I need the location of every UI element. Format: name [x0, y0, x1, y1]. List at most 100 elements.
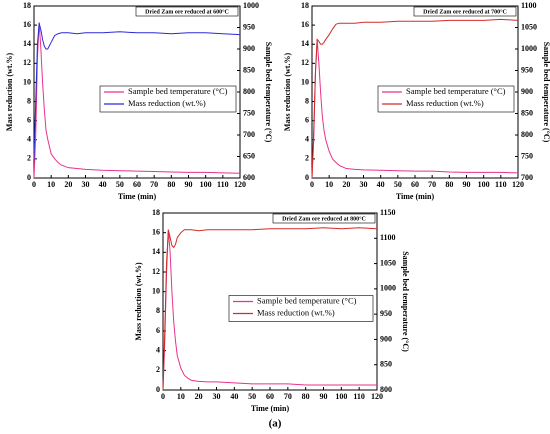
- annotation: Dried Zam ore reduced at 600°C: [145, 8, 229, 15]
- x-tick-label: 50: [116, 180, 124, 189]
- y-tick-label: 4: [156, 345, 160, 354]
- y2-tick-label: 950: [380, 309, 392, 318]
- x-tick-label: 80: [302, 392, 310, 401]
- y-tick-label: 16: [23, 20, 31, 29]
- x-tick-label: 50: [394, 180, 402, 189]
- y2-axis-label: Sample bed temperature (°C): [401, 251, 410, 352]
- y2-tick-label: 1000: [521, 44, 537, 53]
- y2-tick-label: 800: [521, 130, 533, 139]
- legend-box: [99, 85, 237, 113]
- y-tick-label: 8: [27, 96, 31, 105]
- y-tick-label: 2: [27, 154, 31, 163]
- y2-tick-label: 850: [380, 360, 392, 369]
- y-tick-label: 6: [27, 115, 31, 124]
- x-tick-label: 110: [353, 392, 365, 401]
- x-tick-label: 0: [161, 392, 165, 401]
- y2-tick-label: 1100: [521, 1, 537, 10]
- x-tick-label: 60: [411, 180, 419, 189]
- legend-label: Sample bed temperature (°C): [406, 86, 506, 96]
- y-tick-label: 14: [23, 39, 31, 48]
- annotation-box: [135, 6, 239, 17]
- x-tick-label: 80: [445, 180, 453, 189]
- y-axis-label: Mass reduction (wt.%): [283, 53, 292, 132]
- x-tick-label: 10: [325, 180, 333, 189]
- y2-tick-label: 1000: [243, 1, 259, 10]
- y-tick-label: 18: [23, 1, 31, 10]
- y2-tick-label: 1000: [380, 284, 396, 293]
- y-tick-label: 8: [305, 96, 309, 105]
- y2-tick-label: 1050: [380, 258, 396, 267]
- annotation: Dried Zam ore reduced at 700°C: [423, 8, 507, 15]
- y2-axis-label: Sample bed temperature (°C): [542, 42, 550, 143]
- x-tick-label: 40: [230, 392, 238, 401]
- x-tick-label: 80: [167, 180, 175, 189]
- y2-tick-label: 1050: [521, 22, 537, 31]
- y-tick-label: 12: [152, 267, 160, 276]
- legend-label: Mass reduction (wt.%): [128, 98, 206, 108]
- series-line: [311, 18, 519, 179]
- y-tick-label: 0: [156, 385, 160, 394]
- legend-label: Mass reduction (wt.%): [406, 98, 484, 108]
- x-tick-label: 20: [342, 180, 350, 189]
- y-tick-label: 8: [156, 306, 160, 315]
- y-tick-label: 10: [301, 77, 309, 86]
- x-tick-label: 20: [64, 180, 72, 189]
- x-tick-label: 110: [217, 180, 229, 189]
- y-tick-label: 14: [301, 39, 309, 48]
- y2-tick-label: 950: [521, 65, 533, 74]
- y-tick-label: 6: [305, 115, 309, 124]
- y2-tick-label: 600: [243, 173, 255, 182]
- x-tick-label: 70: [428, 180, 436, 189]
- x-tick-label: 90: [185, 180, 193, 189]
- y-tick-label: 0: [27, 173, 31, 182]
- series-line: [311, 39, 519, 179]
- series-line: [33, 23, 241, 159]
- x-tick-label: 20: [195, 392, 203, 401]
- legend-box: [228, 295, 374, 322]
- x-tick-label: 10: [47, 180, 55, 189]
- series-line: [33, 22, 241, 179]
- x-tick-label: 0: [310, 180, 314, 189]
- annotation-box: [413, 6, 517, 17]
- caption: (a): [269, 418, 282, 430]
- legend-label: Mass reduction (wt.%): [257, 307, 335, 317]
- y-axis-label: Mass reduction (wt.%): [5, 53, 14, 132]
- y2-tick-label: 900: [380, 334, 392, 343]
- y-tick-label: 10: [152, 286, 160, 295]
- x-tick-label: 120: [371, 392, 383, 401]
- series-line: [162, 227, 378, 391]
- y2-tick-label: 750: [521, 151, 533, 160]
- y-axis-label: Mass reduction (wt.%): [134, 262, 143, 341]
- x-tick-label: 0: [32, 180, 36, 189]
- annotation: Dried Zam ore reduced at 800°C: [282, 215, 366, 222]
- y-tick-label: 18: [301, 1, 309, 10]
- y-tick-label: 4: [27, 135, 31, 144]
- y2-tick-label: 800: [243, 87, 255, 96]
- x-tick-label: 10: [177, 392, 185, 401]
- x-tick-label: 60: [133, 180, 141, 189]
- y2-tick-label: 750: [243, 108, 255, 117]
- y2-tick-label: 700: [243, 130, 255, 139]
- y2-axis-label: Sample bed temperature (°C): [264, 42, 273, 143]
- x-tick-label: 90: [320, 392, 328, 401]
- y2-tick-label: 1100: [380, 233, 396, 242]
- y2-tick-label: 800: [380, 385, 392, 394]
- x-axis-label: Time (min): [251, 404, 290, 413]
- y-tick-label: 2: [305, 154, 309, 163]
- y-tick-label: 0: [305, 173, 309, 182]
- y2-tick-label: 650: [243, 151, 255, 160]
- series-line: [162, 229, 377, 391]
- y2-tick-label: 700: [521, 173, 533, 182]
- annotation-box: [272, 213, 376, 224]
- y-tick-label: 12: [301, 58, 309, 67]
- x-tick-label: 120: [234, 180, 246, 189]
- y2-tick-label: 850: [243, 65, 255, 74]
- y-tick-label: 14: [152, 247, 160, 256]
- x-tick-label: 40: [377, 180, 385, 189]
- legend-label: Sample bed temperature (°C): [128, 86, 228, 96]
- x-tick-label: 60: [266, 392, 274, 401]
- x-tick-label: 70: [150, 180, 158, 189]
- x-tick-label: 30: [360, 180, 368, 189]
- y2-tick-label: 1150: [380, 208, 396, 217]
